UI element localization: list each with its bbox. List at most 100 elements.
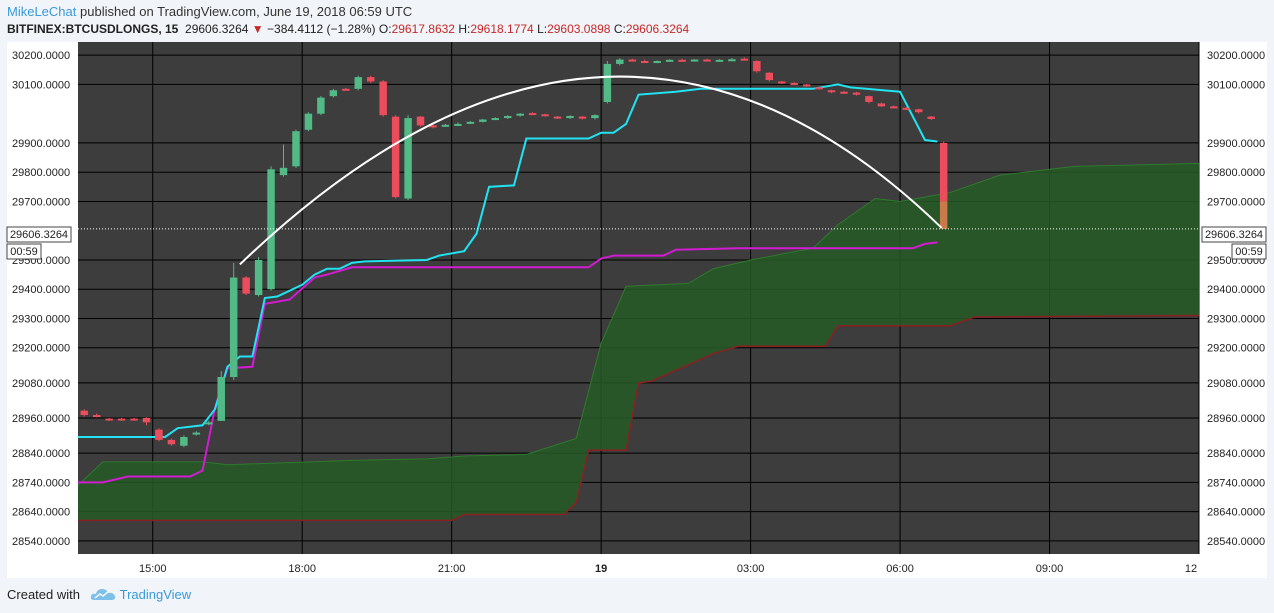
candle (578, 116, 587, 119)
y-tick-label-right: 30200.0000 (1207, 50, 1265, 62)
left-axis-area[interactable] (7, 42, 78, 554)
candle (939, 142, 948, 202)
time-axis-area[interactable] (7, 554, 1267, 578)
y-tick-label-right: 28740.0000 (1207, 477, 1265, 489)
y-tick-label-right: 28960.0000 (1207, 413, 1265, 425)
x-tick-label: 12 (1185, 563, 1197, 575)
countdown-right-text: 00:59 (1235, 246, 1263, 258)
candle (790, 82, 798, 85)
y-tick-label-left: 30200.0000 (12, 50, 70, 62)
candle (890, 106, 898, 109)
candle (329, 90, 338, 97)
y-tick-label-right: 28540.0000 (1207, 536, 1265, 548)
cloud-area (78, 163, 1199, 521)
high-value: 29618.1774 (470, 22, 534, 36)
x-tick-label: 09:00 (1036, 563, 1064, 575)
high-label: H: (458, 22, 471, 36)
candle (192, 432, 201, 435)
candle (753, 61, 761, 72)
candle (117, 418, 126, 421)
candle (877, 103, 886, 107)
y-tick-label-left: 29700.0000 (12, 196, 70, 208)
candle (155, 429, 163, 440)
created-with-text: Created with (7, 587, 80, 602)
candle (441, 124, 450, 127)
x-tick-label: 18:00 (288, 563, 316, 575)
y-tick-label-right: 29200.0000 (1207, 343, 1265, 355)
candle (92, 415, 101, 418)
price-chart[interactable]: 30200.0000 30200.0000 30100.0000 30100.0000… (0, 0, 1274, 580)
candle (802, 84, 811, 87)
candle (167, 439, 176, 445)
candle (541, 114, 549, 117)
candle (640, 61, 649, 64)
candle (254, 259, 263, 296)
y-tick-label-right: 29300.0000 (1207, 313, 1265, 325)
tradingview-cloud-icon (90, 589, 115, 600)
ohlc-line: BITFINEX:BTCUSDLONGS, 15 29606.3264 ▼ −3… (7, 22, 689, 36)
y-tick-label-left: 29200.0000 (12, 343, 70, 355)
candle (391, 116, 400, 198)
x-tick-label: 15:00 (139, 563, 167, 575)
candle (491, 118, 499, 121)
candle (304, 113, 313, 130)
y-tick-label-left: 29300.0000 (12, 313, 70, 325)
y-tick-label-left: 29800.0000 (12, 167, 70, 179)
candle (416, 116, 425, 126)
y-tick-label-left: 29400.0000 (12, 284, 70, 296)
candle (528, 113, 537, 116)
low-label: L: (537, 22, 548, 36)
y-tick-label-left: 29080.0000 (12, 378, 70, 390)
candle (205, 422, 213, 425)
last-price-tag-right-text: 29606.3264 (1205, 229, 1263, 241)
y-tick-label-right: 30100.0000 (1207, 79, 1265, 91)
candle (404, 118, 412, 199)
down-arrow-icon: ▼ (251, 22, 264, 36)
time-axis-labels: 15:00 18:00 21:00 19 03:00 06:00 09:00 12 (139, 563, 1197, 575)
candle (466, 121, 475, 124)
candle (553, 116, 562, 119)
tenkan-line (78, 83, 938, 438)
candle (242, 277, 250, 294)
tradingview-brand[interactable]: TradingView (119, 587, 192, 602)
candle (927, 116, 935, 119)
candle (690, 59, 699, 62)
last-price-tag-left: 29606.3264 00:59 (6, 226, 72, 260)
candle (279, 167, 288, 176)
last-price-tag-right: 29606.3264 00:59 (1201, 226, 1267, 260)
close-value: 29606.3264 (625, 22, 690, 36)
candle (454, 123, 462, 126)
candle (317, 97, 325, 114)
y-tick-label-left: 29900.0000 (12, 138, 70, 150)
candle (840, 91, 848, 94)
candle (217, 376, 225, 421)
y-tick-label-left: 28740.0000 (12, 477, 70, 489)
open-value: 29617.8632 (391, 22, 455, 36)
right-axis-area[interactable] (1199, 42, 1267, 554)
price-axis-labels: 30200.0000 30200.0000 30100.0000 30100.0000… (12, 50, 1265, 548)
candle (229, 277, 238, 377)
indicator-lines (78, 83, 938, 484)
countdown-left-text: 00:59 (10, 246, 38, 258)
candle (503, 116, 512, 119)
candle (80, 410, 88, 416)
candlesticks (80, 57, 948, 448)
candle (653, 61, 661, 64)
footer: Created with TradingView (7, 587, 191, 602)
candle (703, 59, 711, 62)
candle (516, 113, 524, 116)
last-price-tag-left-text: 29606.3264 (10, 229, 68, 241)
candle (342, 88, 350, 91)
x-tick-label: 06:00 (886, 563, 914, 575)
y-tick-label-left: 28640.0000 (12, 507, 70, 519)
candle (865, 96, 873, 102)
candle (715, 59, 724, 62)
candle (902, 107, 911, 110)
candle (354, 77, 362, 89)
candle (379, 81, 387, 116)
y-tick-label-right: 28840.0000 (1207, 448, 1265, 460)
last-candle (939, 201, 948, 229)
y-tick-label-left: 28960.0000 (12, 413, 70, 425)
author-name[interactable]: MikeLeChat (7, 4, 77, 19)
candle (180, 436, 188, 446)
